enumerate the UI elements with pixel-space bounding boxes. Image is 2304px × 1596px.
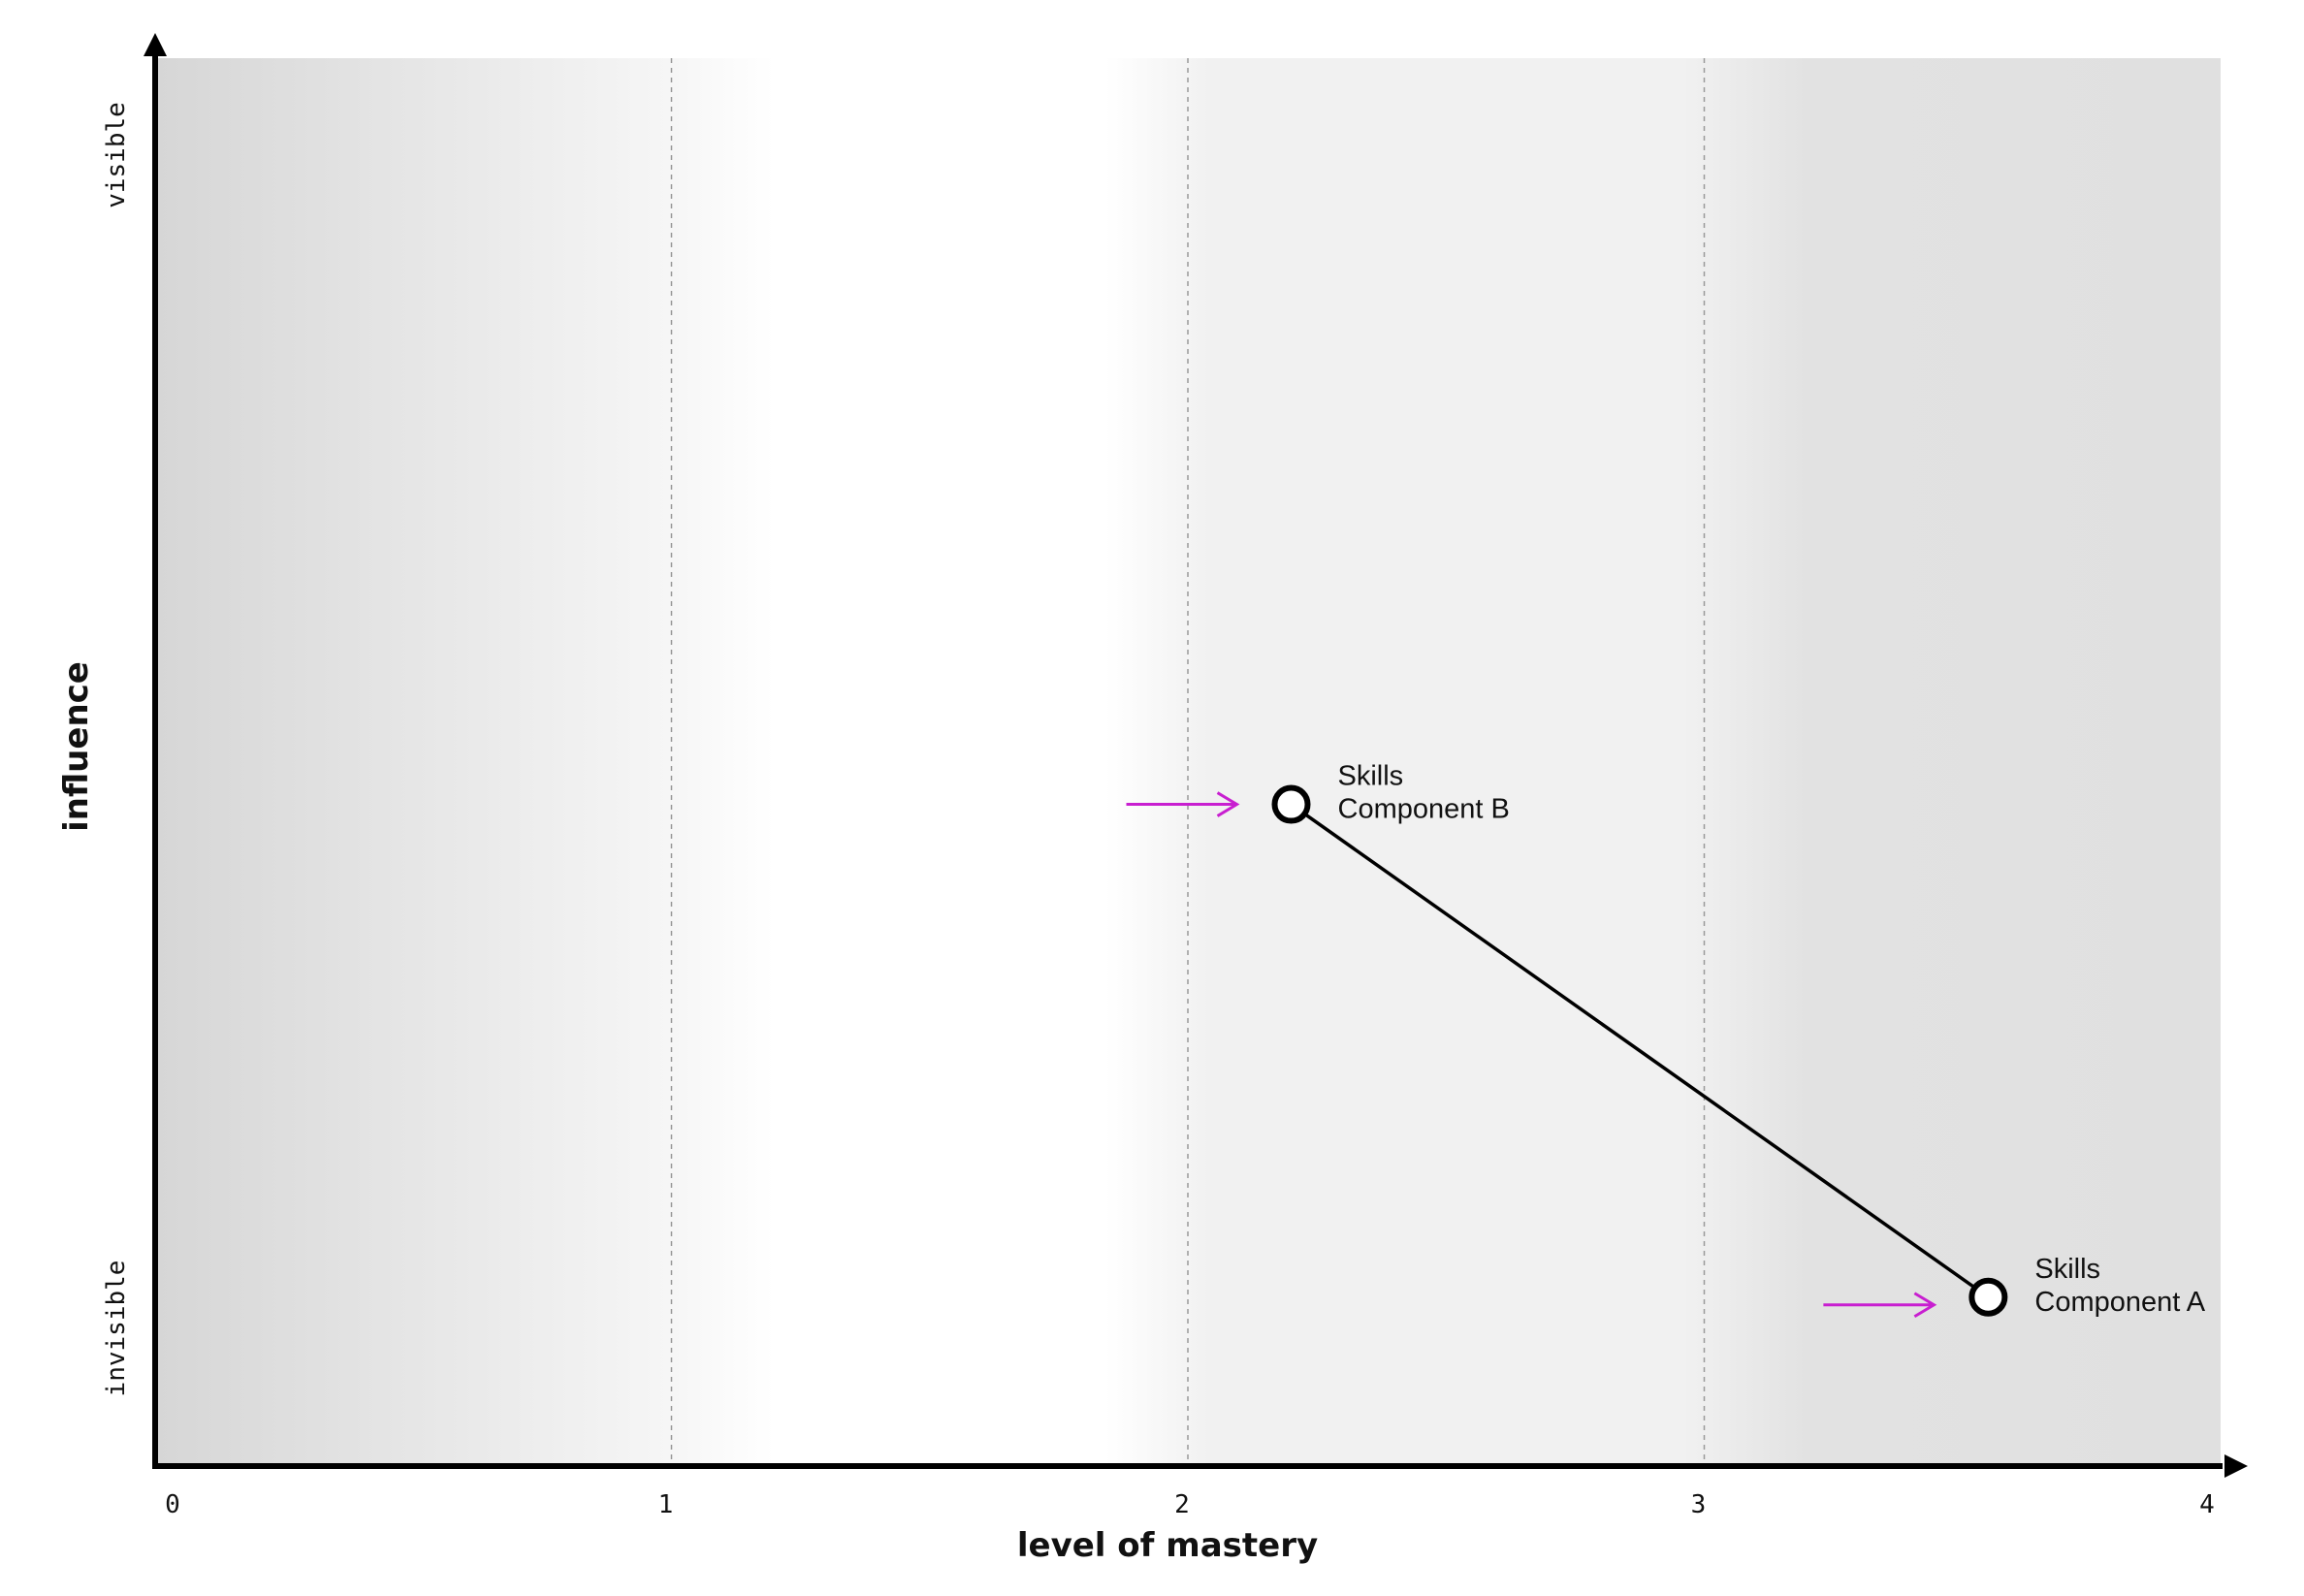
point-label-a-line-1: Skills [2034, 1254, 2100, 1285]
point-label-a: Skills Component A [2034, 1254, 2205, 1318]
connector-b-to-a [1290, 803, 1990, 1299]
point-a [1968, 1277, 2008, 1317]
connector-lines [1290, 803, 1990, 1299]
point-label-b-line-2: Component B [1338, 794, 1510, 825]
point-label-a-line-2: Component A [2034, 1287, 2205, 1318]
arrow-to-point-b [1126, 791, 1240, 817]
x-tick-2: 2 [1174, 1490, 1190, 1519]
point-label-b: Skills Component B [1338, 761, 1510, 825]
pointer-arrows [1126, 791, 1937, 1319]
x-axis-arrowhead [2224, 1454, 2248, 1478]
grid-lines [670, 58, 1706, 1466]
arrow-head [1913, 1292, 1937, 1319]
x-axis-label: level of mastery [1017, 1526, 1318, 1565]
y-axis-arrowhead [144, 33, 167, 56]
x-tick-1: 1 [658, 1490, 674, 1519]
x-tick-0: 0 [165, 1490, 180, 1519]
axes [144, 33, 2248, 1478]
y-axis-label: influence [57, 661, 96, 832]
x-tick-labels: 0 1 2 3 4 [165, 1490, 2215, 1519]
y-axis-bottom-label: invisible [102, 1261, 131, 1397]
arrow-to-point-a [1823, 1292, 1937, 1319]
x-tick-4: 4 [2199, 1490, 2215, 1519]
y-axis-top-label: visible [102, 102, 131, 208]
x-tick-3: 3 [1691, 1490, 1707, 1519]
point-b [1271, 784, 1311, 824]
point-label-b-line-1: Skills [1338, 761, 1404, 792]
arrow-head [1216, 791, 1240, 817]
data-points [1271, 784, 2008, 1317]
